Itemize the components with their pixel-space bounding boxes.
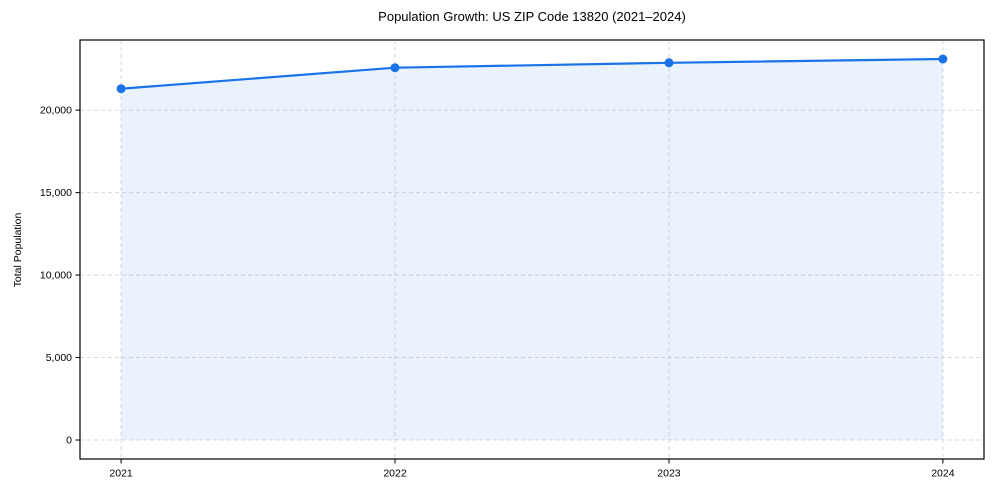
y-tick-label: 20,000 xyxy=(40,105,72,117)
chart-title: Population Growth: US ZIP Code 13820 (20… xyxy=(378,9,686,24)
x-tick-label: 2021 xyxy=(109,468,133,480)
data-point-2021 xyxy=(116,84,126,94)
data-point-2022 xyxy=(390,63,400,73)
data-point-2023 xyxy=(664,58,674,68)
y-tick-label: 5,000 xyxy=(46,352,72,364)
y-tick-label: 10,000 xyxy=(40,270,72,282)
y-tick-label: 15,000 xyxy=(40,187,72,199)
x-tick-label: 2022 xyxy=(383,468,407,480)
data-point-2024 xyxy=(938,54,948,64)
data-line xyxy=(120,57,944,90)
y-tick-label: 0 xyxy=(66,435,72,447)
plot-border xyxy=(79,39,985,460)
area-fill xyxy=(121,59,943,440)
x-tick-label: 2024 xyxy=(931,468,955,480)
x-tick-label: 2023 xyxy=(657,468,681,480)
